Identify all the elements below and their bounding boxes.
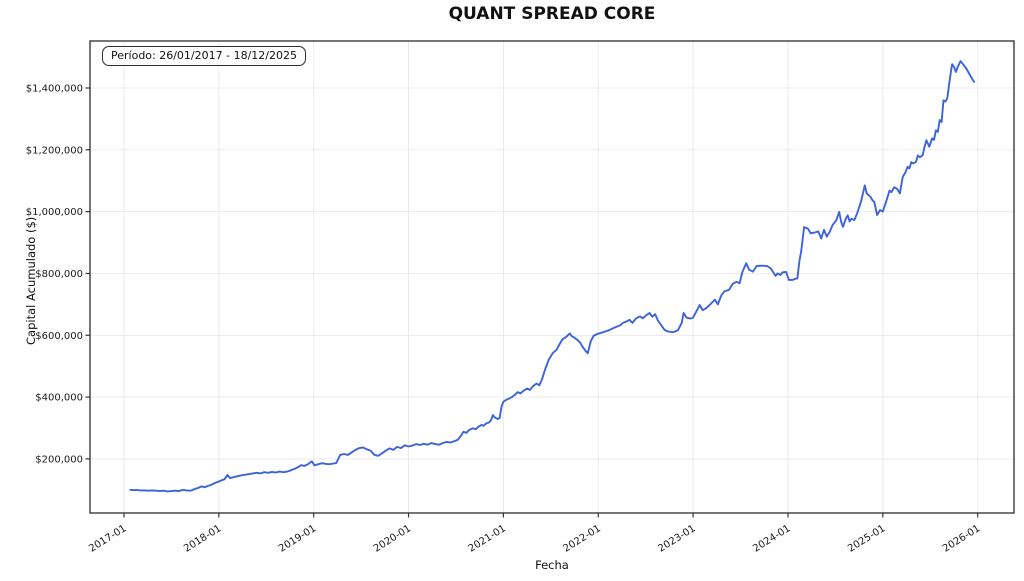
x-tick-label: 2021-01 (467, 523, 508, 554)
x-tick-label: 2025-01 (846, 523, 887, 554)
x-tick-label: 2026-01 (941, 523, 982, 554)
x-tick-label: 2024-01 (751, 523, 792, 554)
chart-title: QUANT SPREAD CORE (448, 4, 656, 24)
x-tick-label: 2017-01 (87, 523, 128, 554)
period-annotation: Período: 26/01/2017 - 18/12/2025 (102, 46, 306, 66)
x-tick-label: 2023-01 (656, 523, 697, 554)
equity-line (129, 60, 976, 493)
y-tick-label: $1,400,000 (26, 83, 83, 94)
x-axis-label: Fecha (535, 558, 569, 572)
y-tick-label: $1,200,000 (26, 145, 83, 156)
y-tick-label: $200,000 (35, 454, 83, 465)
x-tick-label: 2020-01 (372, 523, 413, 554)
x-tick-label: 2018-01 (182, 523, 223, 554)
y-tick-label: $400,000 (35, 393, 83, 404)
y-tick-label: $600,000 (35, 331, 83, 342)
x-tick-label: 2019-01 (277, 523, 318, 554)
x-tick-label: 2022-01 (562, 523, 603, 554)
y-tick-label: $800,000 (35, 269, 83, 280)
y-tick-label: $1,000,000 (26, 207, 83, 218)
plot-border (89, 40, 1015, 514)
